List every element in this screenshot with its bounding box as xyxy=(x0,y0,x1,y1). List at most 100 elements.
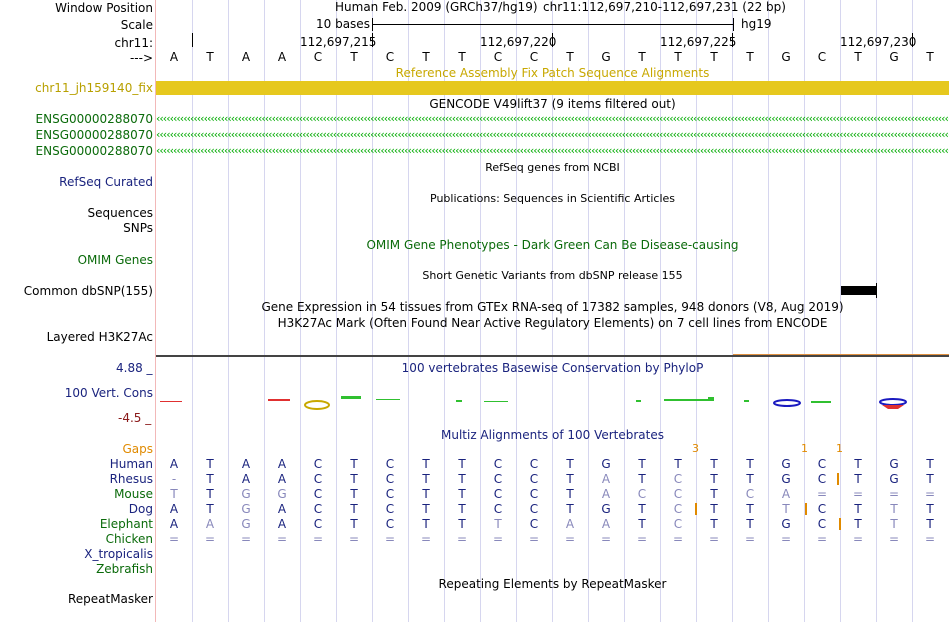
scale-db: hg19 xyxy=(741,17,772,31)
species-base: T xyxy=(710,517,718,531)
tick-mark xyxy=(372,33,373,47)
reference-base: G xyxy=(781,50,791,64)
species-base: A xyxy=(169,457,179,471)
species-base: T xyxy=(422,472,430,486)
species-base: C xyxy=(385,487,395,501)
species-base: = xyxy=(348,532,360,546)
fix-patch-title: Reference Assembly Fix Patch Sequence Al… xyxy=(395,66,710,80)
species-base: = xyxy=(276,532,288,546)
species-label[interactable]: Rhesus xyxy=(109,472,153,486)
reference-base: C xyxy=(493,50,503,64)
species-base: A xyxy=(169,502,179,516)
conservation-logo xyxy=(160,396,907,410)
species-base: C xyxy=(529,502,539,516)
species-base: T xyxy=(206,487,214,501)
species-label[interactable]: Human xyxy=(109,457,153,471)
species-base: T xyxy=(206,472,214,486)
species-base: C xyxy=(673,502,683,516)
species-label[interactable]: Zebrafish xyxy=(96,562,153,576)
species-label[interactable]: Elephant xyxy=(99,517,153,531)
dbsnp-label[interactable]: Common dbSNP(155) xyxy=(23,284,153,298)
species-base: = xyxy=(780,532,792,546)
dbsnp-title: Short Genetic Variants from dbSNP releas… xyxy=(422,269,683,282)
reference-base: A xyxy=(277,50,287,64)
gap-mark: 3 xyxy=(692,442,699,455)
reference-base: T xyxy=(350,50,358,64)
species-base: C xyxy=(385,502,395,516)
species-base: T xyxy=(350,502,358,516)
species-label[interactable]: Mouse xyxy=(114,487,153,501)
reference-base: C xyxy=(385,50,395,64)
species-label[interactable]: X_tropicalis xyxy=(84,547,153,561)
tick-label: 112,697,230 xyxy=(840,35,917,49)
species-base: C xyxy=(385,517,395,531)
species-base: C xyxy=(493,487,503,501)
grid-line xyxy=(912,0,913,622)
reference-base: T xyxy=(422,50,430,64)
omim-title: OMIM Gene Phenotypes - Dark Green Can Be… xyxy=(366,238,739,252)
gencode-gene-track[interactable]: ‹‹‹‹‹‹‹‹‹‹‹‹‹‹‹‹‹‹‹‹‹‹‹‹‹‹‹‹‹‹‹‹‹‹‹‹‹‹‹‹… xyxy=(156,131,949,139)
species-base: A xyxy=(601,517,611,531)
grid-line xyxy=(768,0,769,622)
reference-base: T xyxy=(746,50,754,64)
species-base: = xyxy=(456,532,468,546)
grid-line xyxy=(228,0,229,622)
fix-patch-bar[interactable] xyxy=(156,81,949,95)
gencode-gene-track[interactable]: ‹‹‹‹‹‹‹‹‹‹‹‹‹‹‹‹‹‹‹‹‹‹‹‹‹‹‹‹‹‹‹‹‹‹‹‹‹‹‹‹… xyxy=(156,147,949,155)
insertion-mark xyxy=(839,518,841,530)
reference-base: T xyxy=(674,50,682,64)
species-base: C xyxy=(673,487,683,501)
species-base: T xyxy=(926,457,934,471)
omim-label[interactable]: OMIM Genes xyxy=(77,253,153,267)
gaps-label[interactable]: Gaps xyxy=(122,442,153,456)
repeatmasker-label[interactable]: RepeatMasker xyxy=(67,592,153,606)
h3k27ac-label[interactable]: Layered H3K27Ac xyxy=(46,330,153,344)
gencode-gene-label[interactable]: ENSG00000288070 xyxy=(35,112,153,126)
base-grid xyxy=(156,0,949,622)
grid-line xyxy=(588,0,589,622)
species-base: = xyxy=(816,532,828,546)
species-base: T xyxy=(566,502,574,516)
species-base: T xyxy=(494,517,502,531)
gencode-gene-track[interactable]: ‹‹‹‹‹‹‹‹‹‹‹‹‹‹‹‹‹‹‹‹‹‹‹‹‹‹‹‹‹‹‹‹‹‹‹‹‹‹‹‹… xyxy=(156,115,949,123)
species-base: T xyxy=(566,487,574,501)
species-base: A xyxy=(277,517,287,531)
grid-line xyxy=(696,0,697,622)
species-base: A xyxy=(205,517,215,531)
species-base: = xyxy=(924,532,936,546)
h3k27ac-signal xyxy=(156,355,949,357)
scale-bar-left-cap xyxy=(372,18,373,31)
species-base: T xyxy=(710,457,718,471)
species-base: G xyxy=(781,472,791,486)
species-label[interactable]: Chicken xyxy=(105,532,153,546)
species-base: = xyxy=(528,532,540,546)
grid-line xyxy=(372,0,373,622)
species-base: C xyxy=(313,457,323,471)
species-base: = xyxy=(240,532,252,546)
species-base: T xyxy=(926,472,934,486)
species-base: T xyxy=(710,502,718,516)
reference-base: T xyxy=(458,50,466,64)
species-base: G xyxy=(241,502,251,516)
scale-label: Scale xyxy=(120,18,153,32)
species-base: G xyxy=(277,487,287,501)
species-label[interactable]: Dog xyxy=(128,502,153,516)
gencode-gene-label[interactable]: ENSG00000288070 xyxy=(35,128,153,142)
fix-patch-label[interactable]: chr11_jh159140_fix xyxy=(35,81,153,95)
snps-label[interactable]: SNPs xyxy=(123,221,153,235)
strand-arrow-label: ---> xyxy=(129,51,153,65)
grid-line xyxy=(264,0,265,622)
gencode-gene-label[interactable]: ENSG00000288070 xyxy=(35,144,153,158)
tick-mark xyxy=(912,33,913,47)
publications-label[interactable]: Sequences xyxy=(87,206,153,220)
species-base: T xyxy=(854,517,862,531)
species-base: C xyxy=(529,487,539,501)
dbsnp-variant[interactable] xyxy=(841,286,877,295)
conservation-min: -4.5 _ xyxy=(118,411,152,425)
species-base: = xyxy=(816,487,828,501)
conservation-label[interactable]: 100 Vert. Cons xyxy=(64,386,153,400)
refseq-label[interactable]: RefSeq Curated xyxy=(59,175,153,189)
species-base: C xyxy=(745,487,755,501)
species-base: = xyxy=(852,487,864,501)
reference-base: C xyxy=(529,50,539,64)
